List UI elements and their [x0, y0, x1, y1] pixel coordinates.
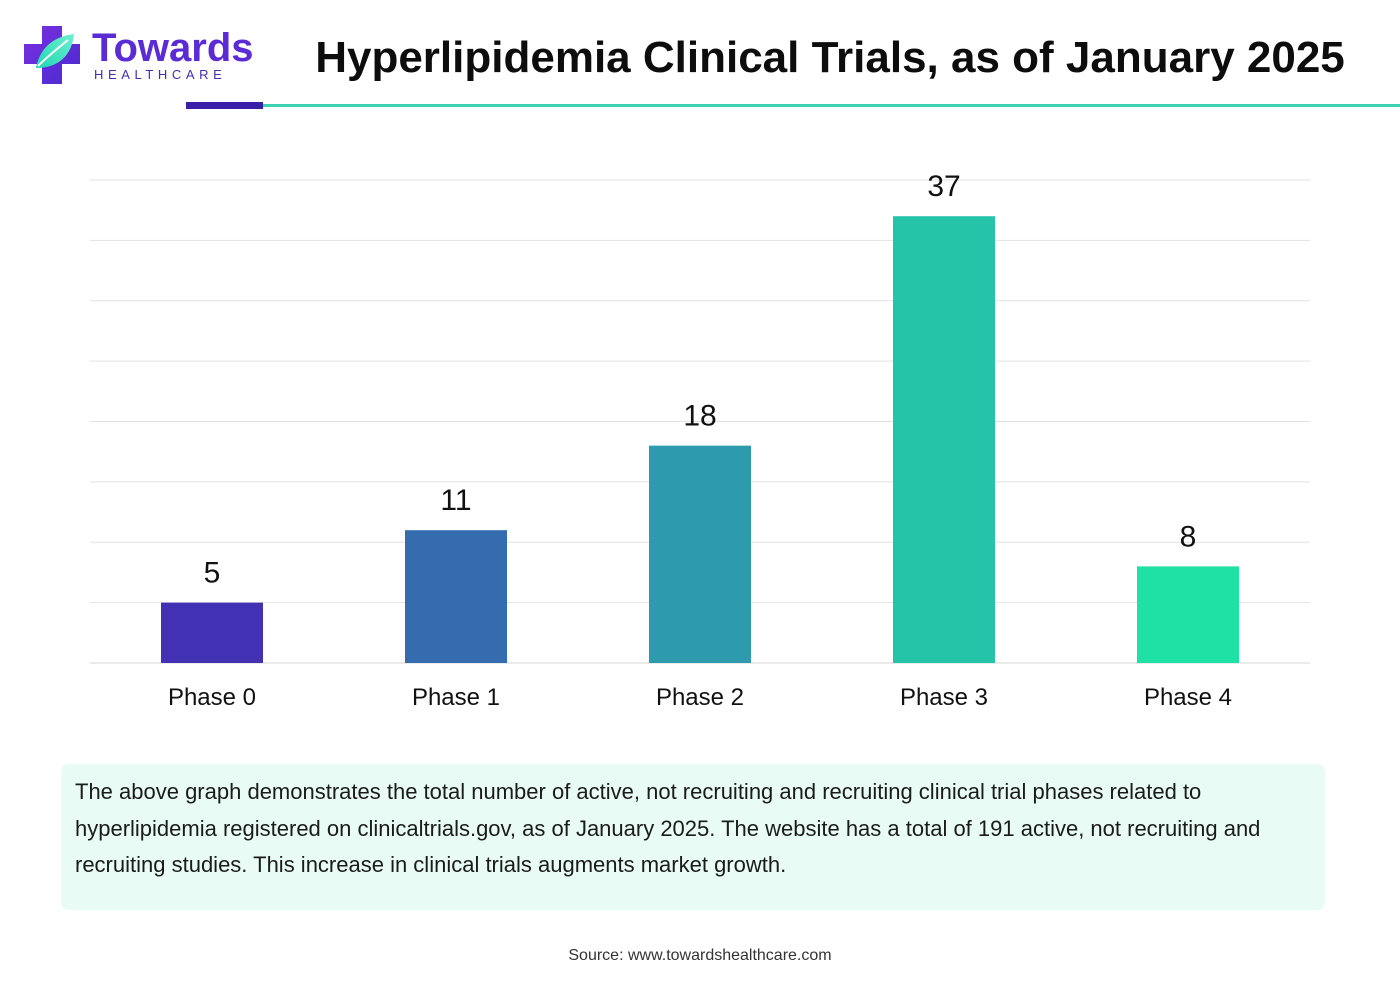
- page-title: Hyperlipidemia Clinical Trials, as of Ja…: [315, 33, 1345, 82]
- x-tick-label: Phase 3: [900, 684, 988, 711]
- logo: Towards HEALTHCARE: [22, 24, 254, 86]
- header: Towards HEALTHCARE Hyperlipidemia Clinic…: [0, 0, 1400, 112]
- source-text: Source: www.towardshealthcare.com: [568, 947, 832, 964]
- bar-phase-0: [161, 602, 263, 663]
- logo-subtitle: HEALTHCARE: [94, 67, 227, 82]
- description-text: The above graph demonstrates the total n…: [75, 779, 1261, 877]
- bar-chart: 5 Phase 0 11 Phase 1 18 Phase 2 37 Phase 3 8 Phas…: [0, 150, 1400, 730]
- logo-cross-leaf-icon: [24, 26, 80, 84]
- bar-chart-svg: 5 Phase 0 11 Phase 1 18 Phase 2 37 Phase 3 8 Phas…: [90, 170, 1310, 711]
- title-underline: [263, 104, 1400, 107]
- bar-phase-3: [893, 216, 995, 663]
- data-label: 37: [927, 170, 960, 203]
- x-tick-label: Phase 0: [168, 684, 256, 711]
- data-label: 5: [204, 557, 221, 590]
- data-label: 11: [440, 484, 471, 517]
- x-tick-label: Phase 4: [1144, 684, 1232, 711]
- description-box: The above graph demonstrates the total n…: [61, 764, 1325, 910]
- bar-phase-2: [649, 445, 751, 663]
- x-tick-label: Phase 1: [412, 684, 500, 711]
- x-tick-label: Phase 2: [656, 684, 744, 711]
- bar-phase-4: [1137, 566, 1239, 663]
- bar-phase-1: [405, 530, 507, 663]
- data-label: 18: [683, 400, 716, 433]
- logo-wordmark: Towards: [92, 26, 254, 70]
- data-label: 8: [1180, 520, 1197, 553]
- title-accent-bar: [186, 102, 263, 109]
